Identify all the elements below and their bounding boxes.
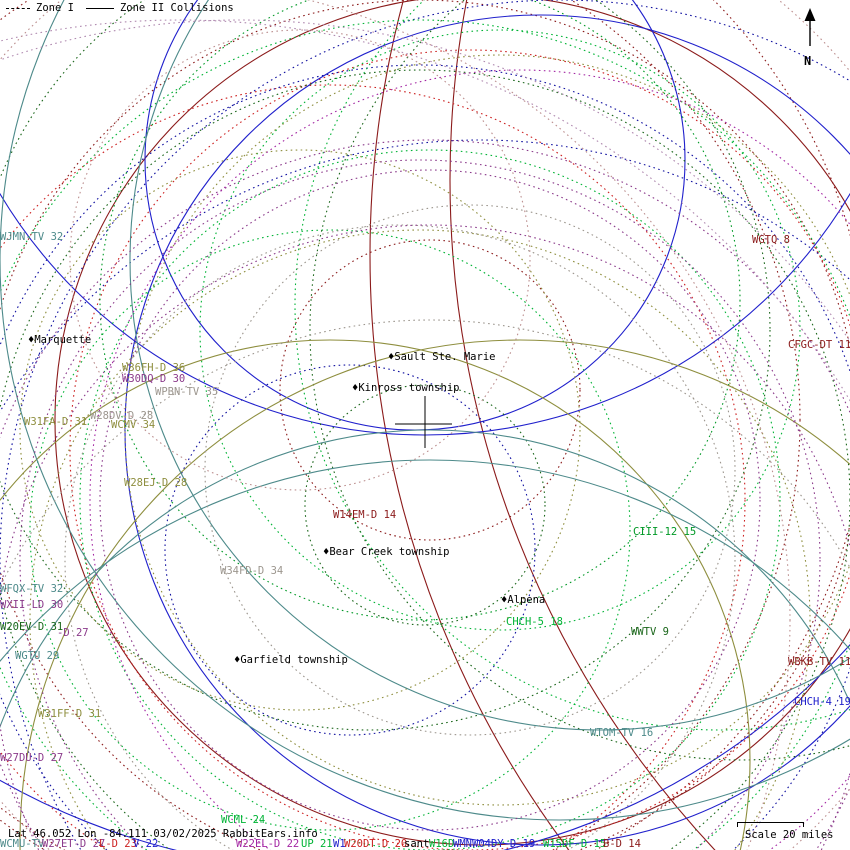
- contour-circle-gray-37: [204, 204, 736, 736]
- contour-circle-rosy-48: [305, 0, 791, 850]
- contour-circle-olive-29: [19, 149, 581, 711]
- contour-circle-dkgreen-26: [309, 0, 850, 761]
- zone2-line-sample-icon: [85, 7, 114, 9]
- contour-circle-teal-33: [0, 0, 850, 821]
- contour-circle-teal-32: [0, 429, 850, 729]
- contour-circle-teal-34: [129, 0, 850, 731]
- contour-circle-red-7: [0, 84, 746, 850]
- contour-circle-green-20: [29, 229, 631, 831]
- status-line: Lat 46.052 Lon -84.111 03/02/2025 Rabbit…: [8, 828, 318, 840]
- scale-tick-right: [803, 822, 804, 827]
- contour-circle-green2-22: [99, 0, 741, 621]
- zone1-label: Zone I: [36, 2, 74, 14]
- contour-circle-darkred-6: [449, 0, 716, 850]
- contour-circle-teal-35: [0, 459, 850, 663]
- contour-circle-rosy-47: [69, 29, 531, 491]
- contour-circle-green-21: [79, 149, 781, 850]
- contour-circle-red-8: [69, 49, 850, 850]
- north-label: N: [804, 54, 812, 68]
- contour-circle-magenta-43: [89, 69, 850, 850]
- compass: N: [796, 6, 826, 72]
- contour-circle-olive-27: [0, 339, 751, 850]
- north-arrow-icon: [804, 8, 816, 46]
- scale-tick-left: [737, 822, 738, 827]
- scale-label: Scale 20 miles: [745, 829, 834, 841]
- contour-circle-gray-36: [0, 319, 850, 589]
- legend: Zone I Zone II Collisions: [6, 1, 234, 15]
- contour-circle-navy-15: [164, 364, 536, 736]
- contour-circle-darkred-0: [0, 0, 801, 850]
- contour-circle-darkred-5: [369, 0, 570, 850]
- contour-circle-darkred-4: [54, 0, 850, 846]
- contour-circle-olive-30: [29, 229, 811, 850]
- center-crosshair: [395, 396, 452, 448]
- contour-circle-olive-28: [19, 339, 850, 850]
- contour-circle-gray-38: [64, 224, 736, 850]
- zone1-dash-sample-icon: [6, 7, 30, 9]
- contour-circle-lavender-45: [0, 19, 850, 403]
- zone2-label: Zone II Collisions: [119, 2, 234, 14]
- contour-circle-olive-31: [124, 54, 850, 806]
- contour-circle-dkgreen-25: [304, 384, 546, 626]
- contour-circle-green-19: [199, 29, 801, 631]
- contour-circle-dkgreen-24: [0, 0, 771, 731]
- contour-circle-purple-42: [19, 159, 821, 850]
- contour-circle-dkgreen-23: [0, 69, 850, 850]
- contour-circle-purple-41: [99, 169, 761, 831]
- scale-line: [737, 822, 803, 823]
- contour-circle-darkred-3: [279, 239, 581, 541]
- scale-bar: Scale 20 miles: [735, 818, 845, 846]
